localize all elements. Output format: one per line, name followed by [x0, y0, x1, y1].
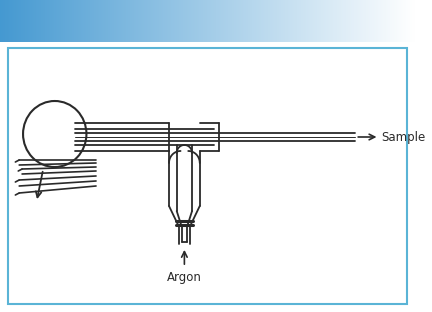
Text: Sample: Sample [381, 130, 426, 144]
Text: Argon: Argon [167, 271, 202, 284]
Bar [8, 48, 407, 304]
